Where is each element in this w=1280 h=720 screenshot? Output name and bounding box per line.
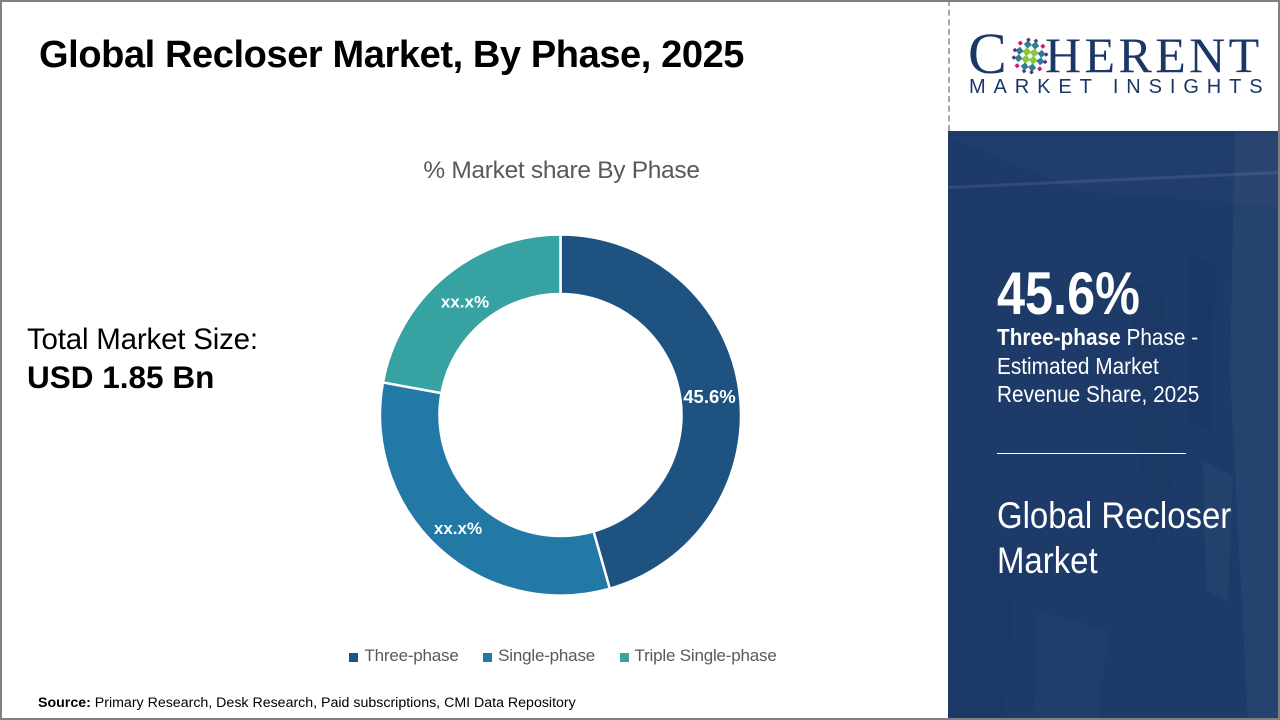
svg-text:xx.x%: xx.x% xyxy=(441,293,489,312)
svg-text:45.6%: 45.6% xyxy=(683,386,735,407)
svg-text:xx.x%: xx.x% xyxy=(434,519,482,538)
